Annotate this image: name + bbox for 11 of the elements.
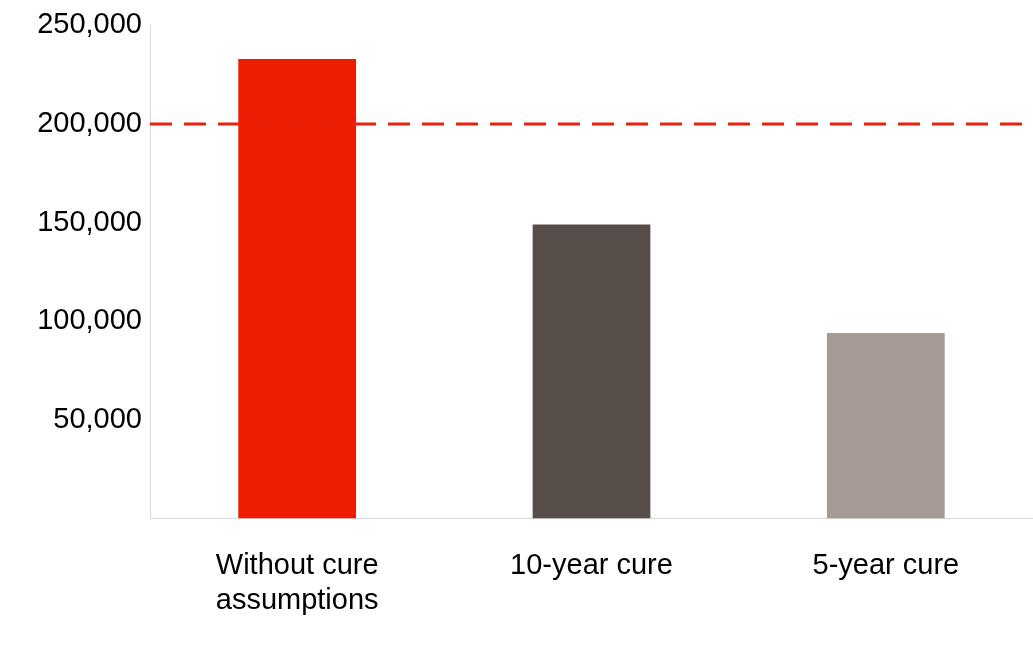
y-tick-label: 250,000 [37,7,142,40]
y-tick-label: 100,000 [37,303,142,336]
x-tick-label: Without cure assumptions [215,547,379,615]
bar [826,333,945,519]
y-tick-label: 150,000 [37,204,142,237]
bar [532,224,651,519]
x-tick-label: 10-year cure [510,547,673,580]
x-tick-label: 5-year cure [812,547,960,580]
bar [238,58,357,519]
y-tick-label: 200,000 [37,106,142,138]
y-tick-label: 50,000 [53,401,142,434]
